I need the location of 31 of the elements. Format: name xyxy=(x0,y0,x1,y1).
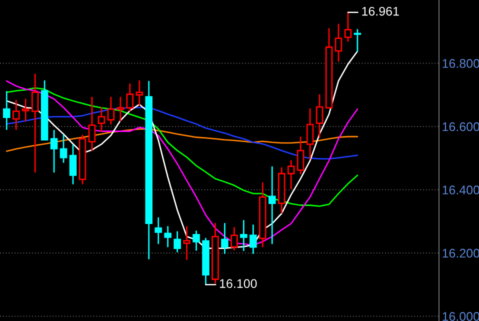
line-series xyxy=(6,87,358,207)
candlestick xyxy=(316,94,324,138)
candlestick xyxy=(240,220,248,252)
candlestick xyxy=(107,96,115,125)
candlestick xyxy=(22,98,30,122)
text: 16.961 xyxy=(362,6,399,16)
candlestick xyxy=(268,166,276,244)
candlestick xyxy=(136,80,144,106)
candlestick xyxy=(230,227,238,251)
candlestick xyxy=(116,96,124,122)
candlestick xyxy=(334,24,342,62)
candlestick xyxy=(259,182,266,248)
candlestick xyxy=(287,160,295,190)
candlestick xyxy=(306,108,314,160)
candlestick xyxy=(126,83,134,112)
candlestick xyxy=(12,100,20,130)
candlestick xyxy=(192,230,200,251)
candlestick xyxy=(145,80,152,260)
candlestick xyxy=(278,167,286,214)
candlestick xyxy=(221,222,228,254)
candlestick xyxy=(154,217,162,244)
candlestick xyxy=(3,91,10,130)
candlestick xyxy=(164,226,172,248)
candlestick xyxy=(174,231,181,252)
candlestick xyxy=(183,226,190,260)
candlestick xyxy=(212,222,219,284)
candlestick xyxy=(31,74,39,173)
candlestick xyxy=(250,224,257,254)
candlestick xyxy=(202,238,210,286)
line-series xyxy=(6,50,358,249)
annotation: 16.100 xyxy=(220,279,257,288)
